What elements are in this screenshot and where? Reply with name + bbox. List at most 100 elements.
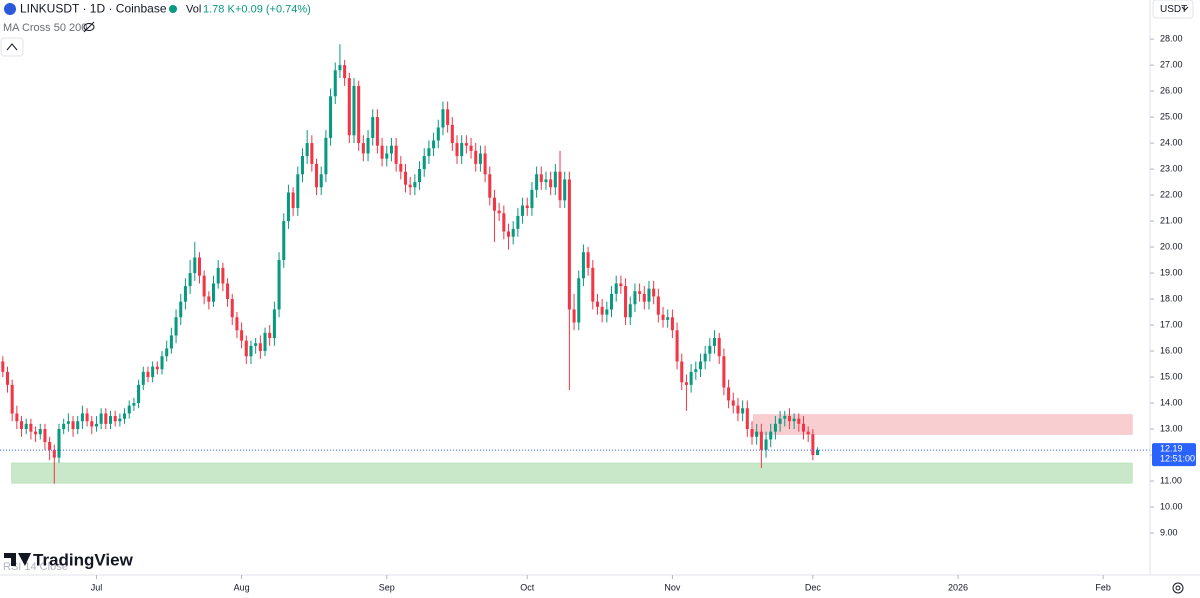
candle-body xyxy=(343,65,347,79)
candle-body xyxy=(329,96,333,138)
candle-body xyxy=(113,416,117,422)
candle-body xyxy=(132,403,136,406)
candle-body xyxy=(226,283,230,300)
candle-body xyxy=(577,278,581,323)
candle-body xyxy=(104,413,108,424)
candle-body xyxy=(118,418,122,422)
candle-body xyxy=(5,371,10,385)
candle-body xyxy=(572,309,576,323)
y-tick-label: 19.00 xyxy=(1160,267,1183,277)
candle-body xyxy=(586,252,590,268)
candle-body xyxy=(595,301,599,307)
candle-body xyxy=(66,421,70,424)
candle-body xyxy=(806,431,810,435)
candle-body xyxy=(647,288,651,302)
candle-body xyxy=(703,353,707,362)
y-tick-label: 18.00 xyxy=(1160,293,1183,303)
candle-body xyxy=(717,338,721,357)
candle-body xyxy=(553,171,557,188)
candle-body xyxy=(263,332,267,352)
candle-body xyxy=(235,317,239,331)
candle-body xyxy=(563,179,567,201)
candle-body xyxy=(155,366,159,370)
candle-body xyxy=(638,291,642,294)
candle-body xyxy=(52,449,56,458)
candle-body xyxy=(169,335,173,349)
collapse-button[interactable] xyxy=(0,37,24,57)
price-change: +0.09 (+0.74%) xyxy=(235,3,311,15)
candle-body xyxy=(123,413,127,419)
candle-body xyxy=(455,143,459,157)
candle-body xyxy=(787,416,791,422)
x-tick-label: Nov xyxy=(664,582,681,592)
settings-icon[interactable] xyxy=(1172,582,1184,594)
candle-body xyxy=(478,153,482,164)
plot-area xyxy=(0,44,1150,484)
candle-body xyxy=(179,301,183,318)
candle-body xyxy=(286,192,290,222)
last-price-box xyxy=(1152,443,1196,467)
candle-body xyxy=(1,361,5,372)
candle-body xyxy=(727,387,731,401)
candle-body xyxy=(29,423,33,432)
candle-body xyxy=(94,423,98,427)
candle-body xyxy=(656,296,660,315)
candle-body xyxy=(680,361,684,383)
candle-body xyxy=(319,174,323,188)
candle-body xyxy=(268,332,272,339)
x-tick-label: Dec xyxy=(805,582,822,592)
candle-body xyxy=(277,260,281,310)
x-tick-label: Feb xyxy=(1095,582,1111,592)
candle-body xyxy=(750,429,754,437)
candle-body xyxy=(698,361,703,370)
candle-body xyxy=(188,273,192,287)
candle-body xyxy=(450,124,454,144)
candle-body xyxy=(202,275,206,297)
collapse-icon xyxy=(6,43,18,51)
candle-body xyxy=(338,65,342,71)
candle-body xyxy=(413,182,417,188)
candle-body xyxy=(773,423,777,432)
candle-body xyxy=(483,153,487,175)
y-tick-label: 21.00 xyxy=(1160,215,1183,225)
candle-body xyxy=(535,174,539,190)
candle-body xyxy=(801,423,806,432)
visibility-icon[interactable] xyxy=(83,21,95,33)
candle-body xyxy=(713,338,717,346)
candle-body xyxy=(108,416,113,424)
candle-body xyxy=(666,317,670,320)
candle-body xyxy=(624,286,628,318)
candle-body xyxy=(394,145,398,164)
candle-body xyxy=(57,429,61,458)
y-tick-label: 17.00 xyxy=(1160,319,1183,329)
indicator-label: MA Cross 50 200 xyxy=(3,22,87,34)
candle-body xyxy=(282,221,286,261)
candle-body xyxy=(244,340,248,357)
candle-body xyxy=(375,117,379,146)
candle-body xyxy=(380,145,384,159)
y-tick-label: 24.00 xyxy=(1160,137,1183,147)
candle-body xyxy=(521,205,525,216)
candle-body xyxy=(193,257,197,274)
candle-body xyxy=(300,156,305,175)
candle-body xyxy=(591,267,595,302)
last-price-label: 12.19 xyxy=(1160,443,1183,453)
candle-body xyxy=(811,434,815,456)
candle-body xyxy=(324,137,328,175)
candle-body xyxy=(183,286,187,302)
currency-button[interactable] xyxy=(1152,0,1194,19)
candle-body xyxy=(71,421,75,430)
candle-body xyxy=(160,356,164,370)
candle-body xyxy=(722,356,726,388)
candle-body xyxy=(418,169,422,183)
candle-body xyxy=(427,148,431,157)
candle-body xyxy=(581,252,585,279)
candle-body xyxy=(567,179,571,310)
candle-body xyxy=(76,421,80,430)
y-tick-label: 20.00 xyxy=(1160,241,1183,251)
y-tick-label: 27.00 xyxy=(1160,59,1183,69)
x-tick-label: Jul xyxy=(91,582,103,592)
candle-body xyxy=(38,429,42,435)
symbol-title: LINKUSDT · 1D · Coinbase xyxy=(20,2,167,16)
candle-body xyxy=(221,267,225,284)
